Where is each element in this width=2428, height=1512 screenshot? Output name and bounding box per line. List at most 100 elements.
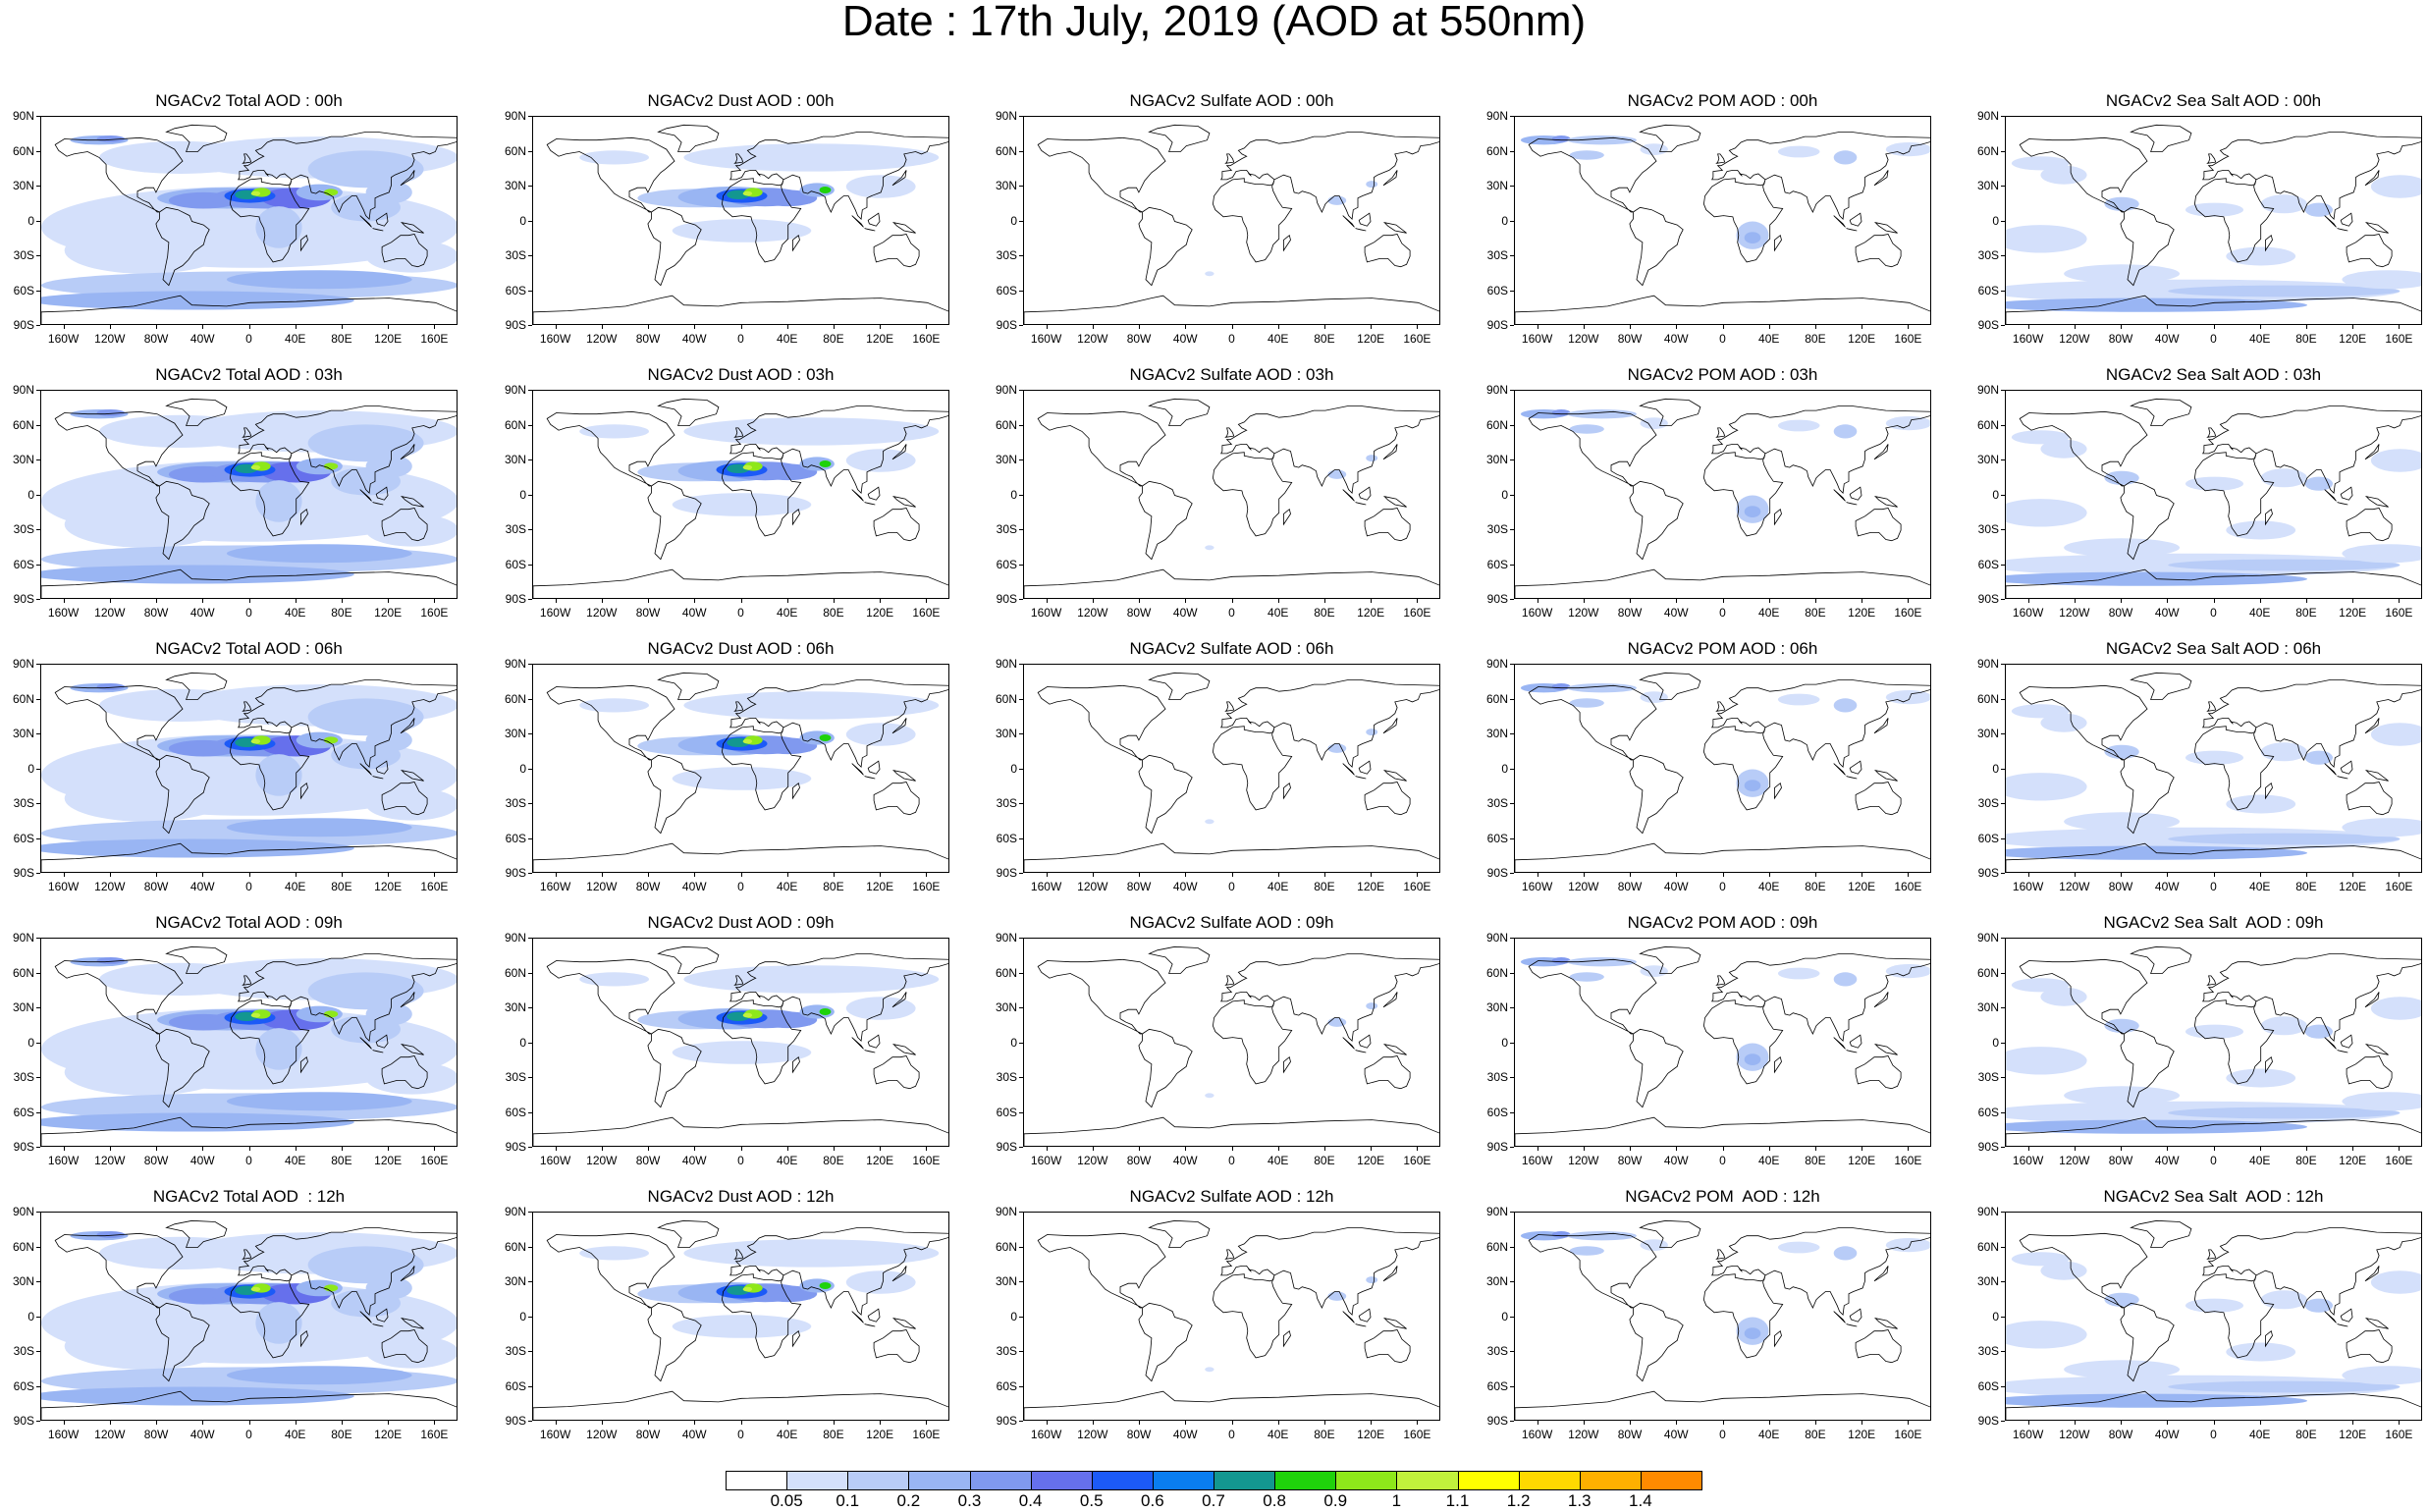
lon-tick <box>1861 1147 1863 1151</box>
lat-tick <box>1019 1042 1023 1044</box>
lat-tick <box>528 459 532 460</box>
coastline <box>1715 153 1726 164</box>
coastline <box>1382 1266 1398 1282</box>
lon-tick <box>388 1147 390 1151</box>
coastline <box>1715 701 1726 712</box>
lon-tick <box>833 873 835 877</box>
lat-tick <box>1019 220 1023 222</box>
lat-tick-label: 30S <box>996 796 1017 810</box>
coastline <box>1702 952 1930 1085</box>
coastline <box>1833 215 1846 228</box>
coastline <box>2340 1308 2353 1323</box>
lon-tick-label: 40W <box>1172 1154 1198 1167</box>
aod-shading <box>1569 424 1604 434</box>
panel-title: NGACv2 Sea Salt AOD : 03h <box>2105 365 2322 384</box>
lon-tick-label: 0 <box>2210 332 2217 346</box>
aod-shading <box>1567 1231 1637 1241</box>
lon-tick-label: 40W <box>1663 332 1689 346</box>
map-frame <box>1514 1212 1931 1421</box>
world-map <box>1024 1219 1439 1420</box>
panel-title: NGACv2 Dust AOD : 12h <box>647 1187 835 1206</box>
lon-tick <box>1092 873 1094 877</box>
lat-tick-label: 60N <box>12 143 34 158</box>
coastline <box>1342 1037 1355 1050</box>
coastline <box>372 1323 384 1327</box>
colorbar-label: 1.2 <box>1506 1491 1531 1510</box>
aod-shading <box>2226 794 2296 814</box>
lon-tick <box>63 599 65 603</box>
aod-shading <box>819 734 832 741</box>
lat-tick-label: 30S <box>13 1344 34 1358</box>
lat-tick-label: 60N <box>995 417 1017 432</box>
lon-tick <box>109 325 111 329</box>
coastline <box>1873 170 1889 187</box>
lon-tick <box>2305 325 2307 329</box>
aod-shading <box>1744 506 1761 517</box>
aod-shading <box>1833 1246 1858 1261</box>
aod-shading <box>1205 1093 1214 1099</box>
coastline <box>400 1044 424 1055</box>
coastline <box>657 672 720 700</box>
lat-tick-label: 30S <box>13 248 34 262</box>
lon-tick <box>1277 1421 1279 1425</box>
coastline <box>2364 222 2389 234</box>
coastline <box>299 509 308 526</box>
lon-tick-label: 40E <box>2249 606 2271 620</box>
lat-tick <box>1019 150 1023 152</box>
panel-title: NGACv2 Sulfate AOD : 09h <box>1129 913 1334 932</box>
aod-shading <box>1744 232 1761 243</box>
aod-shading <box>2304 476 2333 491</box>
lon-tick <box>434 873 436 877</box>
lon-tick <box>1814 599 1816 603</box>
lon-tick <box>2399 599 2401 603</box>
lon-tick-label: 120E <box>374 1428 403 1441</box>
lat-tick <box>528 1281 532 1282</box>
lat-tick <box>2001 1351 2005 1352</box>
lat-tick-label: 60N <box>504 1239 526 1254</box>
lon-tick-label: 120W <box>586 880 618 893</box>
coastline <box>733 975 744 986</box>
world-map <box>41 398 457 598</box>
lon-tick <box>648 599 650 603</box>
lat-tick <box>1019 390 1023 391</box>
lon-tick <box>1277 873 1279 877</box>
lat-tick-label: 30N <box>1976 727 1999 740</box>
lon-tick <box>1583 1421 1585 1425</box>
coastline <box>2324 215 2337 228</box>
lat-tick <box>1510 390 1514 391</box>
aod-shading <box>1567 409 1637 419</box>
lat-tick <box>36 1077 40 1078</box>
aod-shading <box>296 458 343 475</box>
lon-tick <box>109 1147 111 1151</box>
lon-tick-label: 80E <box>1805 1154 1826 1167</box>
coastline <box>1873 222 1898 234</box>
lon-tick <box>2074 1147 2076 1151</box>
lat-tick-label: 90N <box>1485 931 1508 945</box>
lon-tick <box>1861 599 1863 603</box>
lon-tick-label: 120E <box>2339 1154 2367 1167</box>
aod-shading <box>64 227 227 274</box>
lon-tick <box>341 1147 343 1151</box>
aod-shading <box>324 1010 339 1018</box>
lon-tick-label: 0 <box>1228 332 1235 346</box>
coastline <box>299 1056 308 1074</box>
coastline <box>2120 206 2175 287</box>
lon-tick <box>555 325 557 329</box>
lat-tick <box>528 1111 532 1113</box>
aod-shading <box>759 189 818 207</box>
lon-tick <box>1139 873 1141 877</box>
coastline <box>1629 480 1684 561</box>
panel-title: NGACv2 Total AOD : 00h <box>155 91 343 110</box>
lon-tick-label: 120W <box>94 606 126 620</box>
panel-title: NGACv2 Sulfate AOD : 00h <box>1129 91 1334 110</box>
lat-tick-label: 60N <box>504 965 526 980</box>
lon-tick-label: 160E <box>912 1428 941 1441</box>
lon-tick-label: 0 <box>2210 1428 2217 1441</box>
coastline <box>1148 945 1211 974</box>
coastline <box>242 427 252 438</box>
aod-shading <box>255 480 302 522</box>
aod-shading <box>1551 957 1571 964</box>
lon-tick <box>880 1421 882 1425</box>
coastline <box>1342 763 1355 776</box>
aod-shading <box>2185 750 2243 765</box>
